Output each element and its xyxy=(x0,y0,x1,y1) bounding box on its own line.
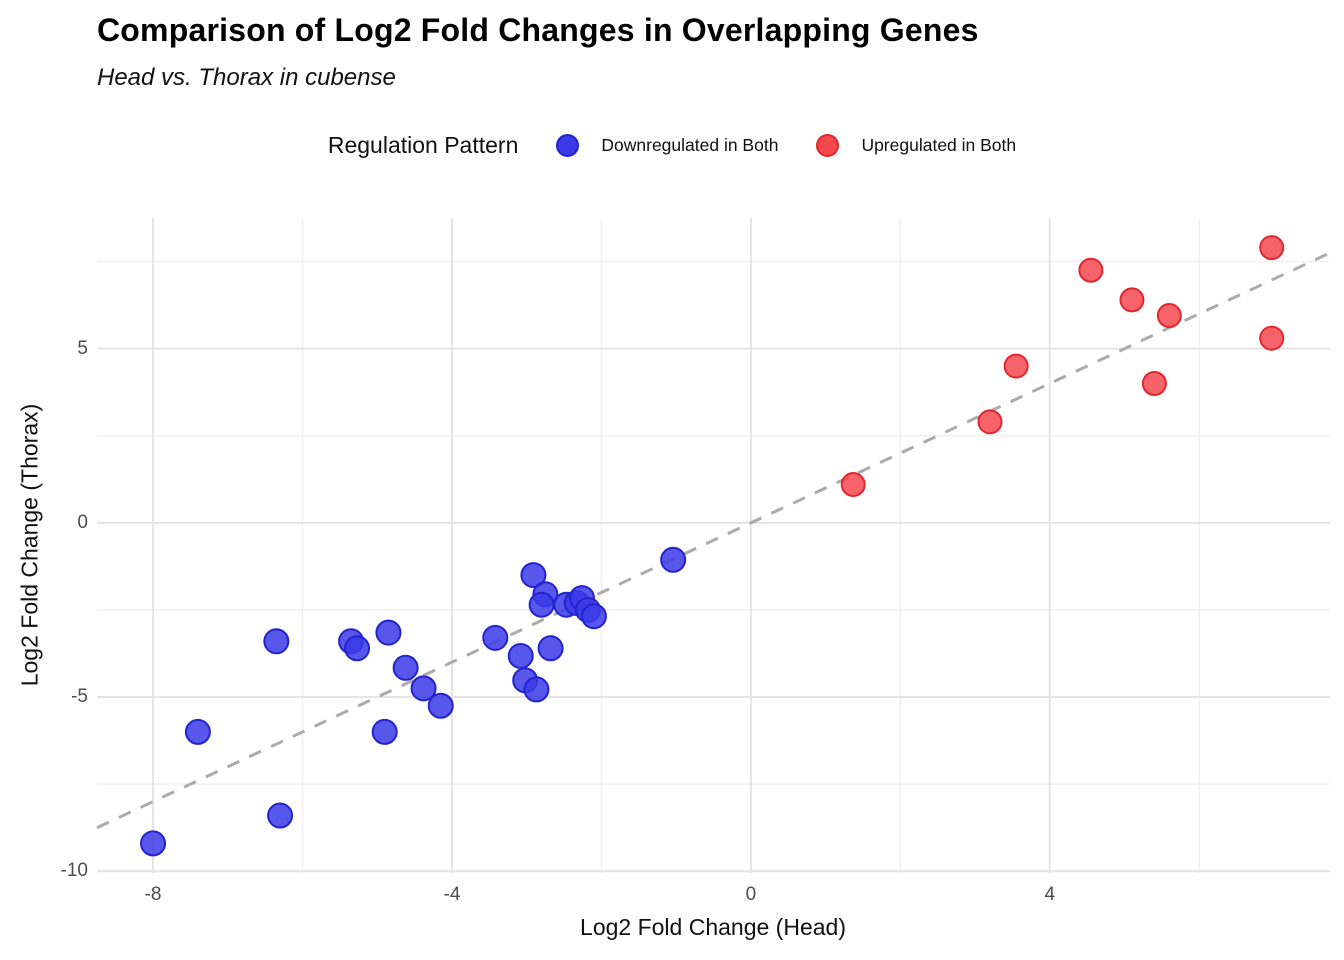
data-point-upregulated xyxy=(1141,370,1167,396)
data-point-downregulated xyxy=(392,654,419,681)
legend-label-downregulated: Downregulated in Both xyxy=(601,135,779,155)
x-tick-label: -8 xyxy=(144,884,162,905)
data-point-upregulated xyxy=(1119,287,1145,313)
data-point-upregulated xyxy=(1078,257,1104,283)
x-axis-title: Log2 Fold Change (Head) xyxy=(580,914,846,940)
data-point-upregulated xyxy=(1003,353,1029,379)
data-point-downregulated xyxy=(427,692,454,719)
data-point-downregulated xyxy=(523,676,550,703)
data-point-downregulated xyxy=(184,718,211,745)
data-point-upregulated xyxy=(977,409,1003,435)
data-point-downregulated xyxy=(140,830,167,857)
data-point-downregulated xyxy=(660,546,687,573)
legend-title: Regulation Pattern xyxy=(327,132,519,158)
red-dot-icon xyxy=(816,134,840,157)
data-point-downregulated xyxy=(507,642,534,669)
chart-subtitle: Head vs. Thorax in cubense xyxy=(97,64,396,91)
data-point-downregulated xyxy=(267,802,294,829)
y-tick-label: -5 xyxy=(71,686,88,708)
x-tick-label: 0 xyxy=(745,884,757,905)
legend: Regulation Pattern Downregulated in Both… xyxy=(0,132,1344,159)
y-tick-label: -10 xyxy=(60,860,88,882)
data-point-upregulated xyxy=(840,472,866,498)
data-point-downregulated xyxy=(580,603,607,630)
legend-item-downregulated: Downregulated in Both xyxy=(556,134,778,157)
page-title: Comparison of Log2 Fold Changes in Overl… xyxy=(97,12,979,48)
x-tick-label: -4 xyxy=(443,884,461,905)
y-tick-label: 5 xyxy=(77,337,88,359)
y-tick-label: 0 xyxy=(77,511,88,533)
data-point-downregulated xyxy=(263,628,290,655)
data-point-downregulated xyxy=(537,635,564,662)
legend-item-upregulated: Upregulated in Both xyxy=(816,134,1016,157)
data-point-downregulated xyxy=(344,635,371,662)
data-point-downregulated xyxy=(375,619,402,646)
data-point-downregulated xyxy=(520,562,547,589)
data-point-upregulated xyxy=(1259,325,1285,351)
data-point-downregulated xyxy=(482,624,509,651)
y-axis-title: Log2 Fold Change (Thorax) xyxy=(16,403,43,687)
x-tick-label: 4 xyxy=(1044,884,1056,905)
data-point-downregulated xyxy=(410,675,437,702)
data-point-upregulated xyxy=(1259,235,1285,261)
legend-label-upregulated: Upregulated in Both xyxy=(861,135,1017,155)
identity-dashed-line xyxy=(96,251,1331,830)
data-point-downregulated xyxy=(371,718,398,745)
data-point-downregulated xyxy=(528,591,555,618)
blue-dot-icon xyxy=(556,134,580,157)
data-point-upregulated xyxy=(1156,303,1182,329)
